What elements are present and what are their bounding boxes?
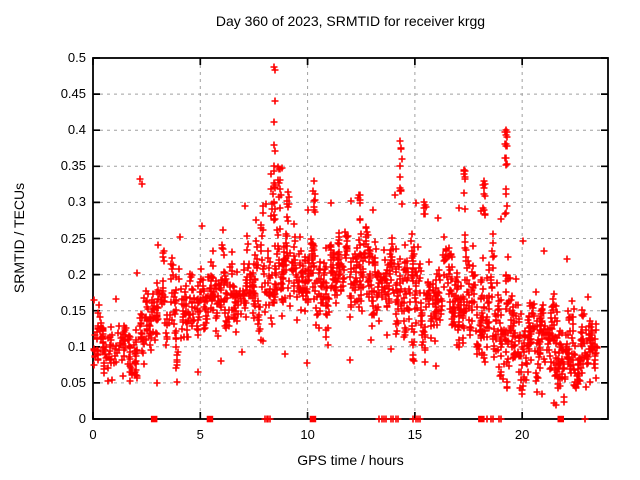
y-tick-label: 0 [78, 411, 86, 426]
zero-value-marker [478, 415, 485, 423]
y-tick-label: 0.35 [60, 158, 86, 174]
plot-border [92, 57, 609, 420]
x-tick-label: 5 [196, 427, 204, 442]
zero-value-marker [557, 415, 564, 423]
y-tick-label: 0.4 [67, 122, 86, 138]
zero-value-marker [206, 415, 214, 423]
y-tick-label: 0.15 [60, 302, 86, 318]
x-tick-label: 0 [89, 427, 97, 442]
zero-value-marker [150, 415, 158, 423]
zero-value-points [261, 415, 589, 423]
x-tick-label: 15 [407, 427, 423, 442]
zero-value-marker [309, 415, 317, 423]
y-tick-label: 0.1 [67, 338, 86, 354]
y-tick-label: 0.25 [60, 230, 86, 246]
x-axis-label: GPS time / hours [297, 452, 404, 468]
x-tick-label: 10 [300, 427, 315, 442]
y-tick-label: 0.05 [60, 374, 86, 390]
scatter-points [90, 63, 601, 409]
x-tick-label: 20 [514, 427, 530, 442]
y-axis-label: SRMTID / TECUs [11, 182, 27, 294]
y-tick-label: 0.45 [60, 86, 86, 102]
y-tick-label: 0.3 [67, 194, 86, 210]
y-tick-label: 0.5 [67, 50, 86, 65]
grid-lines [93, 58, 608, 419]
y-tick-label: 0.2 [67, 266, 86, 282]
chart-title: Day 360 of 2023, SRMTID for receiver krg… [215, 13, 486, 29]
